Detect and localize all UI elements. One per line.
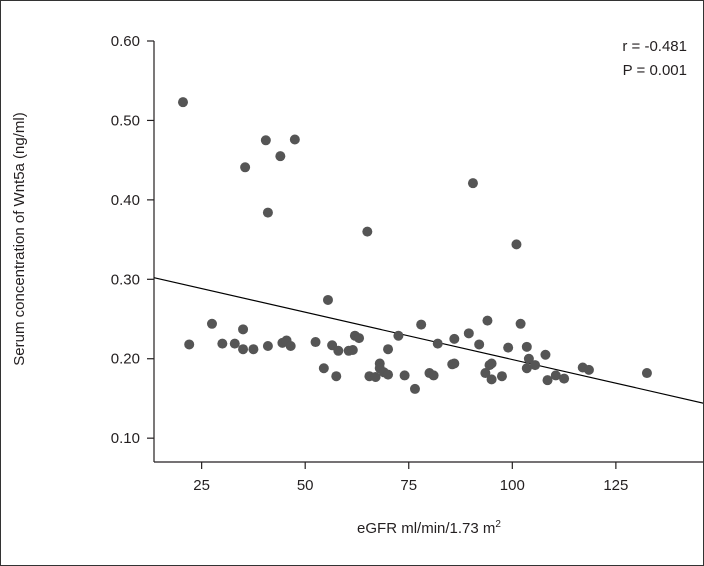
- x-tick-label: 75: [400, 477, 417, 494]
- data-point: [409, 383, 420, 394]
- data-point: [383, 369, 394, 380]
- data-point: [285, 341, 296, 352]
- regression-line: [153, 277, 703, 404]
- data-point: [310, 337, 321, 348]
- data-point: [333, 345, 344, 356]
- data-point: [511, 239, 522, 250]
- y-tick-label: 0.60: [111, 33, 140, 50]
- data-point: [347, 344, 358, 355]
- data-point: [206, 318, 217, 329]
- y-tick-label: 0.20: [111, 351, 140, 368]
- y-tick-label: 0.40: [111, 192, 140, 209]
- data-point: [515, 318, 526, 329]
- chart-labels: r = -0.481 P = 0.001 eGFR ml/min/1.73 m2…: [11, 38, 687, 537]
- data-point: [370, 372, 381, 383]
- axes: 0.10 0.20 0.30 0.40 0.50 0.60 25 50 75 100 125: [111, 33, 703, 494]
- data-point: [521, 341, 532, 352]
- data-point: [428, 370, 439, 381]
- data-point: [503, 342, 514, 353]
- data-point: [559, 373, 570, 384]
- data-point: [318, 363, 329, 374]
- data-point: [393, 330, 404, 341]
- data-point: [474, 339, 485, 350]
- data-point: [521, 363, 532, 374]
- data-point: [248, 344, 259, 355]
- data-point: [331, 371, 342, 382]
- data-point: [184, 339, 195, 350]
- data-point: [449, 333, 460, 344]
- x-tick-label: 100: [500, 477, 525, 494]
- data-point: [416, 319, 427, 330]
- y-axis-title: Serum concentration of Wnt5a (ng/ml): [11, 112, 28, 365]
- data-point: [540, 349, 551, 360]
- data-point: [550, 370, 561, 381]
- data-point: [238, 344, 249, 355]
- data-point: [262, 207, 273, 218]
- data-point: [449, 358, 460, 369]
- data-point: [480, 368, 491, 379]
- data-point: [383, 344, 394, 355]
- data-point: [354, 333, 365, 344]
- data-point: [177, 97, 188, 108]
- data-point: [482, 315, 493, 326]
- data-point: [399, 370, 410, 381]
- data-point: [240, 162, 251, 173]
- data-point: [217, 338, 228, 349]
- data-point: [486, 374, 497, 385]
- x-tick-label: 50: [297, 477, 314, 494]
- data-point: [362, 226, 373, 237]
- stat-p-label: P = 0.001: [623, 62, 687, 79]
- data-point: [523, 353, 534, 364]
- x-axis-title: eGFR ml/min/1.73 m2: [357, 519, 501, 537]
- data-point: [583, 364, 594, 375]
- x-axis-title-main: eGFR ml/min/1.73 m: [357, 520, 495, 537]
- x-tick-label: 125: [603, 477, 628, 494]
- y-tick-label: 0.50: [111, 112, 140, 129]
- regression-line-layer: [153, 277, 703, 404]
- stat-r-label: r = -0.481: [622, 38, 687, 55]
- data-point: [260, 135, 271, 146]
- data-point: [322, 294, 333, 305]
- data-point: [463, 328, 474, 339]
- data-point: [530, 360, 541, 371]
- x-axis-title-superscript: 2: [495, 519, 501, 530]
- data-point: [641, 368, 652, 379]
- data-point: [229, 338, 240, 349]
- data-points: [177, 97, 652, 394]
- data-point: [467, 178, 478, 189]
- data-point: [496, 371, 507, 382]
- data-point: [432, 338, 443, 349]
- y-tick-label: 0.30: [111, 271, 140, 288]
- data-point: [486, 358, 497, 369]
- data-point: [289, 134, 300, 145]
- data-point: [275, 151, 286, 162]
- y-tick-label: 0.10: [111, 430, 140, 447]
- data-point: [262, 341, 273, 352]
- x-tick-label: 25: [193, 477, 210, 494]
- data-point: [238, 324, 249, 335]
- data-point: [542, 375, 553, 386]
